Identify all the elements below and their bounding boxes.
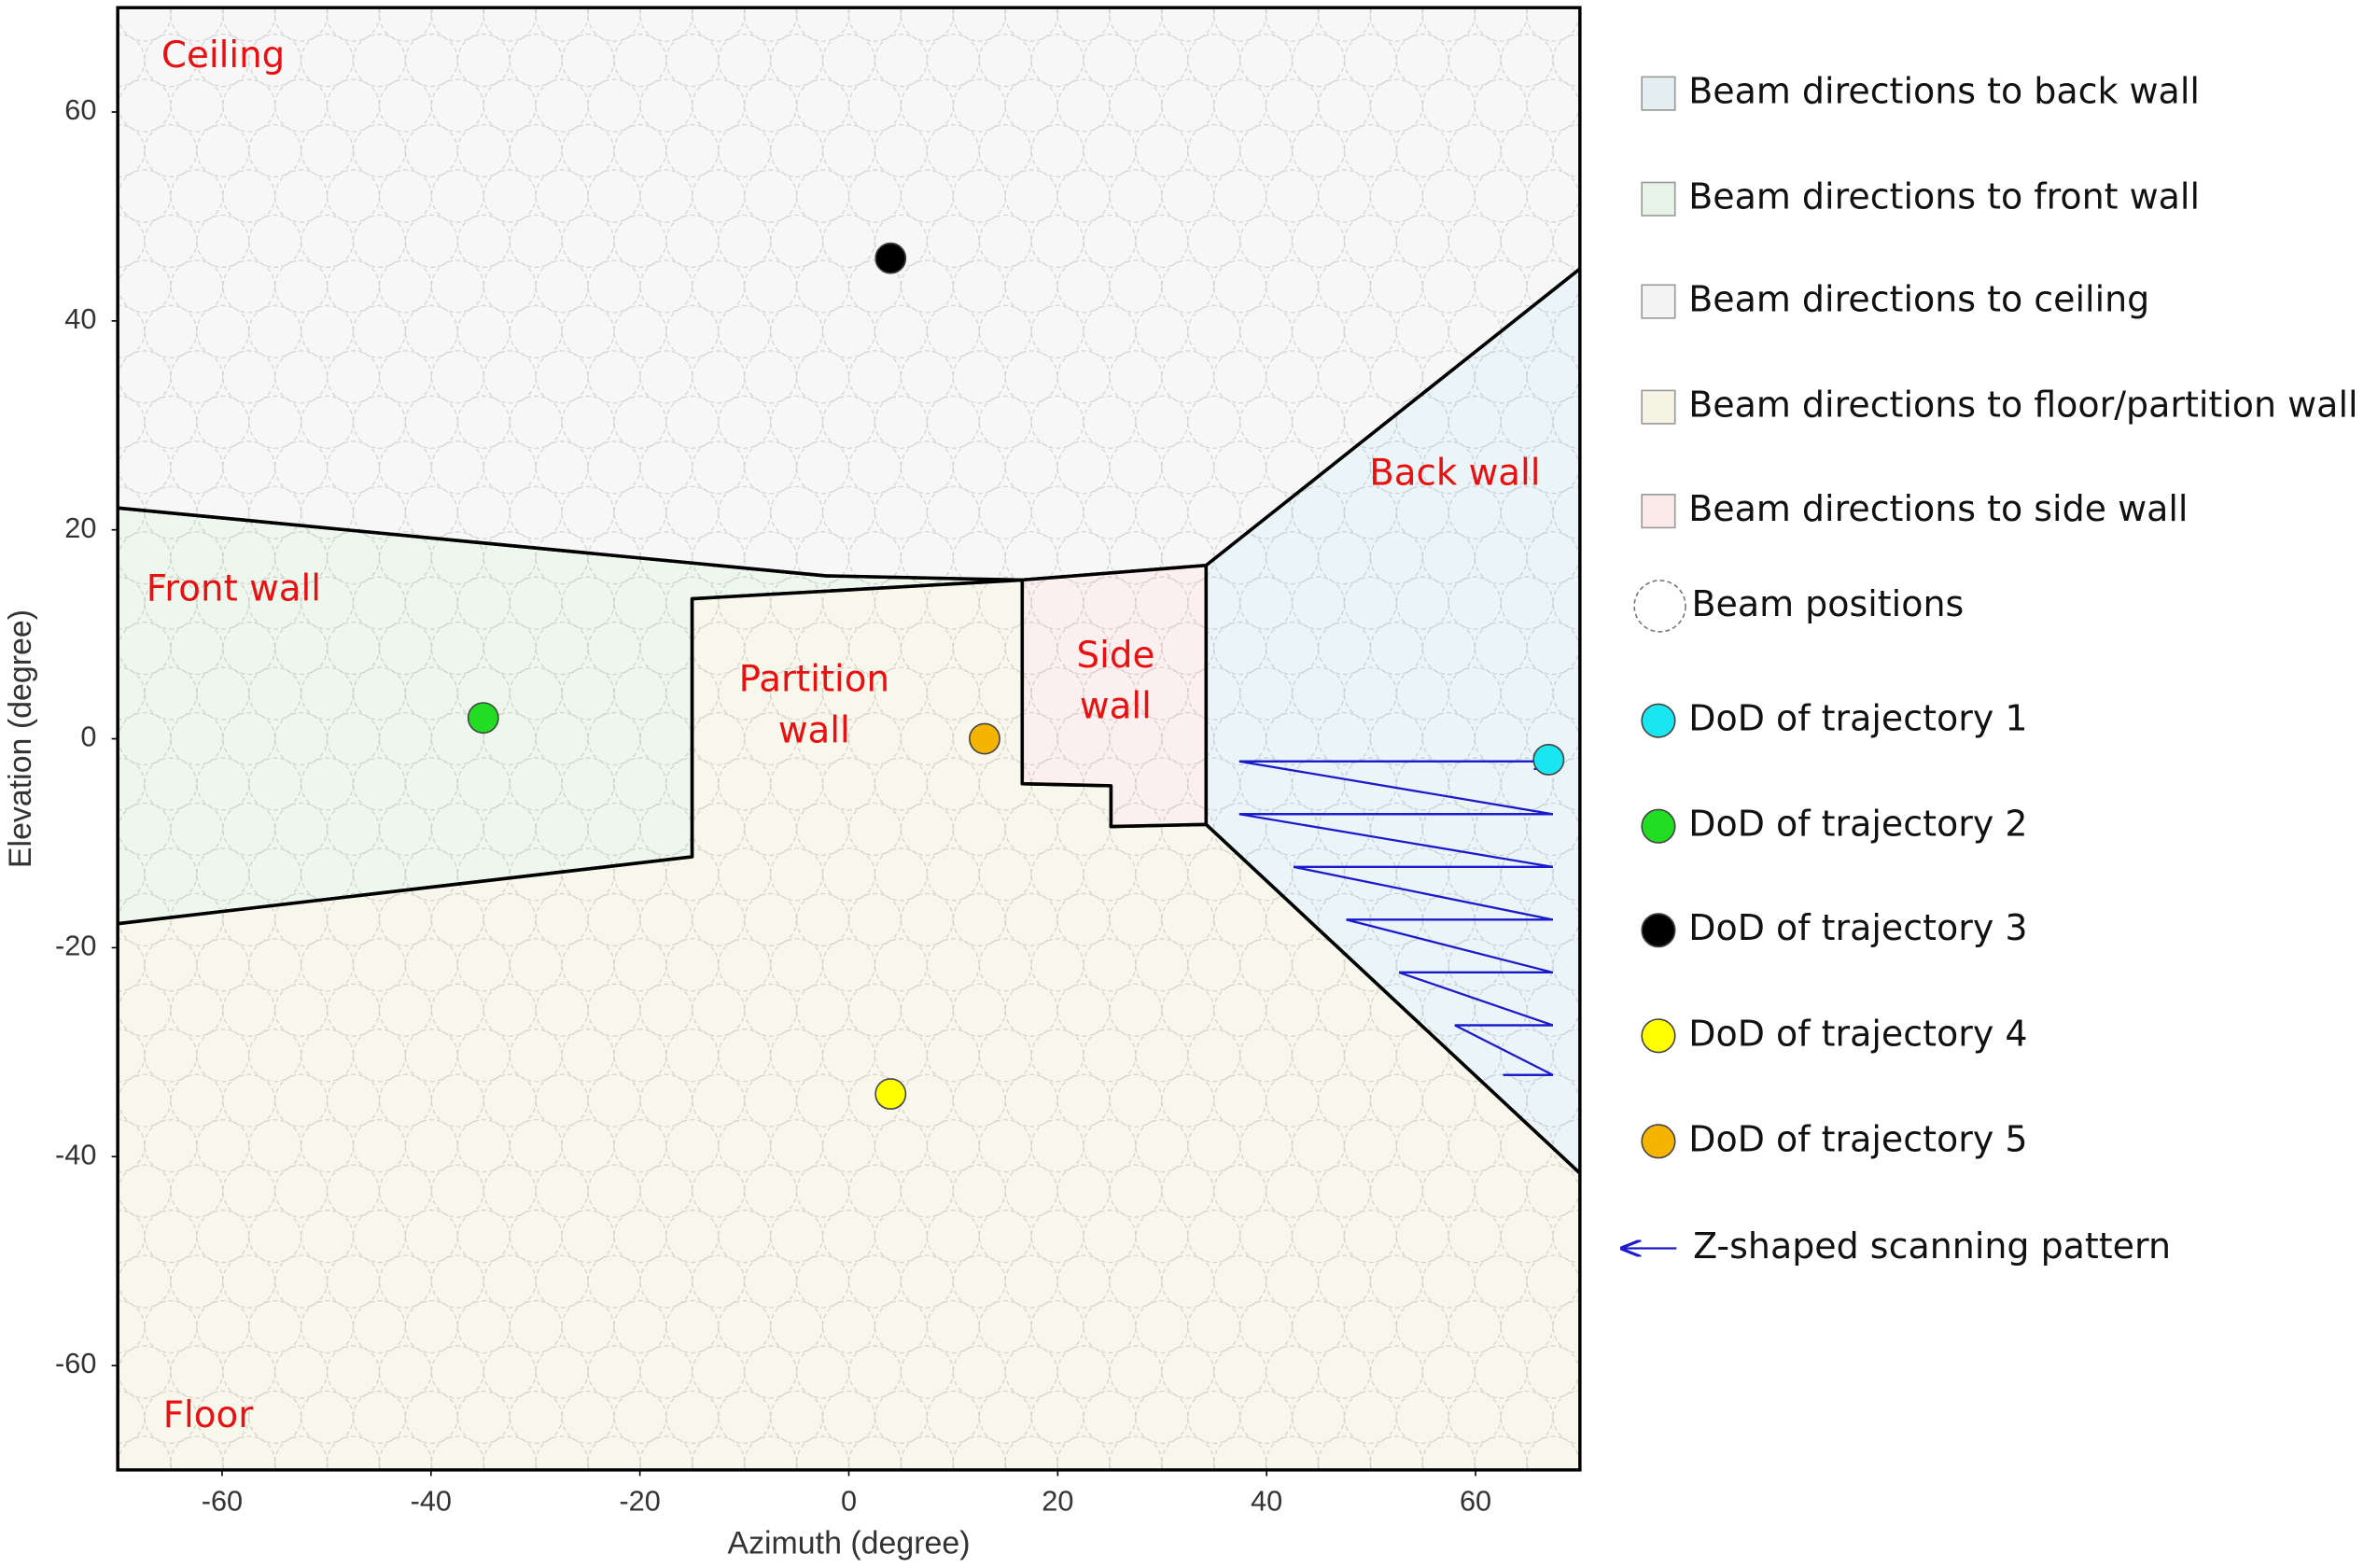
legend-swatch <box>1641 494 1676 529</box>
legend-label: DoD of trajectory 3 <box>1688 907 2027 948</box>
y-tick-label: -60 <box>55 1347 96 1379</box>
region-label: Side <box>1077 635 1155 677</box>
legend-swatch <box>1641 76 1676 111</box>
legend-swatch <box>1641 181 1676 217</box>
region <box>1020 563 1209 829</box>
legend-swatch <box>1641 1124 1676 1159</box>
y-tick-label: -20 <box>55 929 96 961</box>
legend-label: DoD of trajectory 1 <box>1688 698 2027 739</box>
legend-swatch <box>1641 1018 1676 1054</box>
x-tick-label: 60 <box>1460 1485 1491 1518</box>
region-label: wall <box>1080 686 1152 728</box>
y-tick-label: 40 <box>64 302 96 335</box>
x-tick-label: 20 <box>1042 1485 1073 1518</box>
y-axis-label: Elevation (degree) <box>3 609 38 868</box>
scan-arrows <box>1238 762 1553 1076</box>
x-tick-label: -60 <box>202 1485 243 1518</box>
legend-swatch <box>1633 580 1686 633</box>
legend-label: Beam directions to front wall <box>1688 176 2200 217</box>
data-point <box>467 702 499 735</box>
legend-swatch <box>1641 703 1676 738</box>
legend-label: Beam directions to back wall <box>1688 71 2200 112</box>
y-tick-label: -40 <box>55 1138 96 1170</box>
legend-label: DoD of trajectory 2 <box>1688 804 2027 845</box>
x-tick-label: 40 <box>1251 1485 1282 1518</box>
x-tick-label: 0 <box>841 1485 857 1518</box>
data-point <box>1532 743 1565 776</box>
legend-label: DoD of trajectory 5 <box>1688 1118 2027 1159</box>
legend-swatch <box>1641 389 1676 425</box>
data-point <box>969 722 1000 755</box>
region-label: Ceiling <box>161 35 285 77</box>
y-tick-label: 0 <box>80 721 96 753</box>
region-label: Partition <box>739 659 890 701</box>
legend-label: Beam directions to floor/partition wall <box>1688 385 2357 426</box>
data-point <box>874 242 907 274</box>
scan-pattern <box>1238 762 1553 1076</box>
x-tick-label: -20 <box>619 1485 660 1518</box>
regions <box>118 7 1580 1470</box>
data-point <box>874 1078 907 1111</box>
legend-swatch <box>1641 284 1676 319</box>
x-tick-label: -40 <box>411 1485 452 1518</box>
legend-swatch <box>1641 808 1676 844</box>
region-label: Floor <box>163 1394 253 1436</box>
y-tick-label: 20 <box>64 511 96 544</box>
legend-label: DoD of trajectory 4 <box>1688 1013 2027 1054</box>
region-label: Front wall <box>147 568 321 610</box>
x-axis-label: Azimuth (degree) <box>727 1526 970 1561</box>
legend-swatch <box>1641 913 1676 948</box>
legend-label: Beam directions to ceiling <box>1688 279 2149 320</box>
legend-label: Z-shaped scanning pattern <box>1693 1225 2171 1267</box>
legend-label: Beam positions <box>1692 583 1965 624</box>
legend-label: Beam directions to side wall <box>1688 488 2188 529</box>
region-label: Back wall <box>1369 452 1540 494</box>
region-label: wall <box>778 710 850 752</box>
y-tick-label: 60 <box>64 93 96 126</box>
